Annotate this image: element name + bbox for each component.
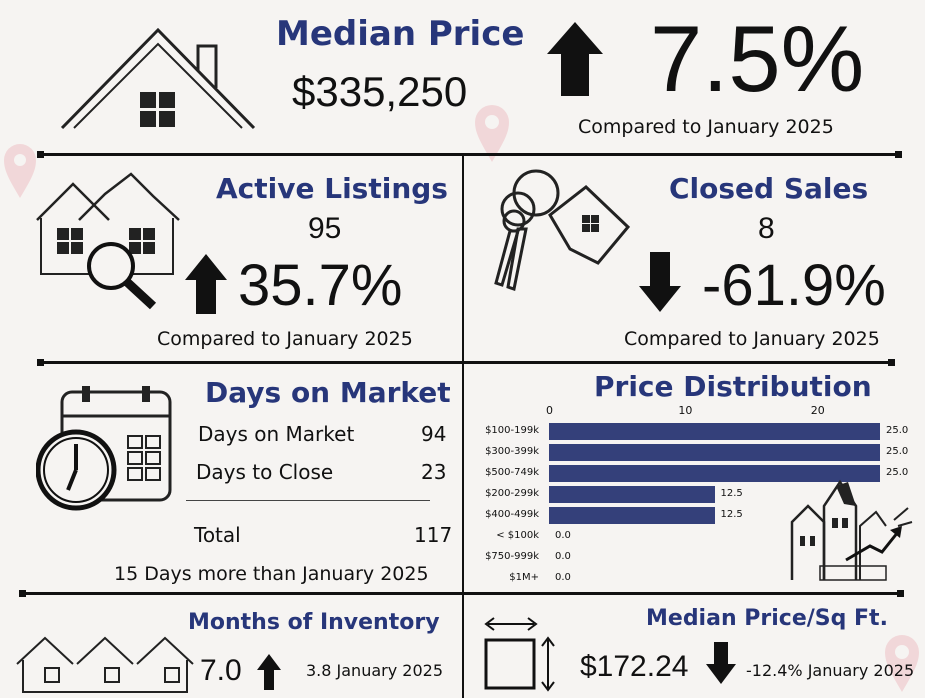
months-inventory-title: Months of Inventory bbox=[188, 610, 440, 635]
bar bbox=[549, 507, 715, 524]
divider bbox=[40, 361, 892, 364]
dom-row-value: 94 bbox=[421, 422, 447, 446]
map-pin-icon bbox=[885, 635, 919, 692]
bar-category-label: $750-999k bbox=[485, 551, 539, 562]
bar-category-label: $200-299k bbox=[485, 488, 539, 499]
months-inventory-compare: 3.8 January 2025 bbox=[306, 661, 443, 680]
total-value: 117 bbox=[414, 523, 453, 547]
arrow-up-icon bbox=[257, 654, 281, 690]
bar-category-label: $400-499k bbox=[485, 509, 539, 520]
active-listings-compare: Compared to January 2025 bbox=[157, 328, 413, 350]
divider-end bbox=[37, 151, 44, 158]
active-listings-change: 35.7% bbox=[238, 253, 403, 318]
dom-note: 15 Days more than January 2025 bbox=[114, 563, 429, 585]
bar-category-label: $100-199k bbox=[485, 425, 539, 436]
bar-value-label: 25.0 bbox=[886, 467, 909, 478]
divider-end bbox=[19, 590, 26, 597]
total-label: Total bbox=[194, 523, 241, 547]
median-price-title: Median Price bbox=[276, 14, 525, 54]
months-inventory-value: 7.0 bbox=[200, 654, 242, 687]
house-icon bbox=[60, 27, 256, 130]
median-price-change: 7.5% bbox=[650, 6, 865, 111]
dtc-row-value: 23 bbox=[421, 460, 447, 484]
closed-sales-compare: Compared to January 2025 bbox=[624, 328, 880, 350]
closed-sales-title: Closed Sales bbox=[669, 172, 869, 205]
bar bbox=[549, 486, 715, 503]
bar-value-label: 12.5 bbox=[720, 488, 743, 499]
map-pin-icon bbox=[4, 144, 36, 198]
houses-search-icon bbox=[36, 172, 180, 310]
square-footage-icon bbox=[484, 617, 555, 692]
bar-value-label: 0.0 bbox=[555, 530, 571, 541]
divider-vertical bbox=[462, 155, 464, 592]
bar bbox=[549, 465, 880, 482]
divider-vertical bbox=[462, 594, 464, 698]
keys-icon bbox=[494, 169, 631, 291]
bar-value-label: 12.5 bbox=[720, 509, 743, 520]
active-listings-value: 95 bbox=[308, 212, 342, 245]
median-price-value: $335,250 bbox=[292, 68, 468, 115]
median-sqft-compare: -12.4% January 2025 bbox=[746, 661, 915, 680]
days-on-market-title: Days on Market bbox=[205, 376, 451, 409]
dtc-row-label: Days to Close bbox=[196, 460, 334, 484]
bar bbox=[549, 444, 880, 461]
city-buildings-icon bbox=[790, 479, 913, 581]
divider-end bbox=[37, 359, 44, 366]
calendar-clock-icon bbox=[36, 386, 172, 511]
median-sqft-title: Median Price/Sq Ft. bbox=[646, 606, 888, 631]
divider-end bbox=[895, 151, 902, 158]
median-sqft-value: $172.24 bbox=[580, 650, 689, 683]
arrow-down-icon bbox=[639, 252, 681, 312]
map-pin-icon bbox=[475, 105, 509, 162]
arrow-down-icon bbox=[706, 642, 736, 684]
x-tick-label: 0 bbox=[546, 404, 553, 417]
total-divider bbox=[186, 500, 430, 501]
median-price-compare: Compared to January 2025 bbox=[578, 116, 834, 138]
dom-row-label: Days on Market bbox=[198, 422, 355, 446]
bar-value-label: 25.0 bbox=[886, 425, 909, 436]
bar-value-label: 25.0 bbox=[886, 446, 909, 457]
active-listings-title: Active Listings bbox=[216, 172, 448, 205]
divider-end bbox=[897, 590, 904, 597]
houses-row-icon bbox=[16, 636, 194, 693]
arrow-up-icon bbox=[547, 22, 603, 96]
closed-sales-change: -61.9% bbox=[702, 253, 886, 318]
divider bbox=[40, 153, 900, 156]
bar-value-label: 0.0 bbox=[555, 572, 571, 583]
bar bbox=[549, 423, 880, 440]
divider bbox=[22, 592, 902, 595]
price-distribution-title: Price Distribution bbox=[594, 370, 872, 403]
closed-sales-value: 8 bbox=[758, 212, 775, 245]
bar-category-label: $500-749k bbox=[485, 467, 539, 478]
bar-category-label: < $100k bbox=[496, 530, 539, 541]
bar-value-label: 0.0 bbox=[555, 551, 571, 562]
bar-category-label: $1M+ bbox=[509, 572, 539, 583]
bar-category-label: $300-399k bbox=[485, 446, 539, 457]
x-tick-label: 20 bbox=[810, 404, 825, 417]
x-tick-label: 10 bbox=[678, 404, 693, 417]
arrow-up-icon bbox=[185, 254, 227, 314]
divider-end bbox=[888, 359, 895, 366]
